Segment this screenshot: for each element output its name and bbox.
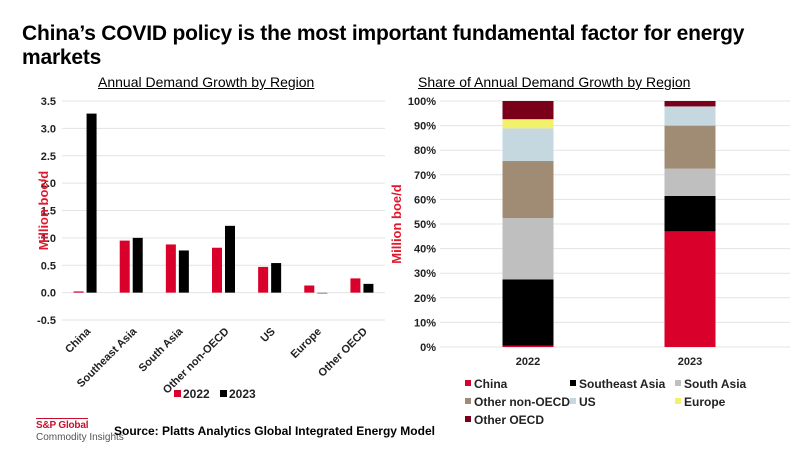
left-bar-2022 <box>212 247 222 293</box>
left-ytick-label: 3.0 <box>41 123 56 135</box>
right-chart-title: Share of Annual Demand Growth by Region <box>418 74 691 90</box>
left-bar-2022 <box>258 266 269 293</box>
right-segment-other-oecd <box>502 101 554 120</box>
right-segment-southeast-asia <box>502 279 554 346</box>
right-segment-other-non-oecd <box>664 125 716 169</box>
right-segment-us <box>502 128 554 162</box>
right-segment-south-asia <box>502 218 554 280</box>
left-ytick-label: 1.0 <box>41 233 56 245</box>
left-ytick-label: 0.0 <box>41 288 56 300</box>
right-category-label: 2022 <box>516 356 540 368</box>
left-bar-2022 <box>165 244 176 293</box>
right-segment-other-non-oecd <box>502 161 554 219</box>
legend-label-2023: 2023 <box>229 387 256 401</box>
left-category-label: US <box>258 326 277 345</box>
left-bar-2022 <box>73 291 84 293</box>
legend-swatch-2023 <box>220 390 227 397</box>
right-ytick-label: 30% <box>414 268 436 280</box>
legend-label-southeast-asia: Southeast Asia <box>579 377 666 391</box>
right-segment-europe <box>502 119 554 129</box>
legend-label-2022: 2022 <box>183 387 210 401</box>
source-note: Source: Platts Analytics Global Integrat… <box>114 424 435 438</box>
right-segment-southeast-asia <box>664 195 716 232</box>
left-category-label: China <box>63 325 94 356</box>
left-bar-2023 <box>178 250 189 293</box>
legend-label-europe: Europe <box>684 395 726 409</box>
left-bar-2022 <box>304 285 315 293</box>
legend-label-us: US <box>579 395 596 409</box>
right-ytick-label: 100% <box>408 96 436 108</box>
legend-label-china: China <box>474 377 508 391</box>
left-bar-2023 <box>363 283 374 293</box>
right-segment-us <box>664 106 716 126</box>
left-ytick-label: 2.0 <box>41 178 56 190</box>
left-bar-2023 <box>132 237 143 293</box>
right-ytick-label: 10% <box>414 317 436 329</box>
legend-swatch-other-oecd <box>465 416 471 422</box>
legend-swatch-europe <box>675 398 681 404</box>
legend-swatch-2022 <box>174 390 181 397</box>
legend-swatch-south-asia <box>675 380 681 386</box>
right-segment-china <box>502 345 554 347</box>
right-category-label: 2023 <box>678 356 702 368</box>
legend-swatch-china <box>465 380 471 386</box>
legend-swatch-us <box>570 398 576 404</box>
page-title: China’s COVID policy is the most importa… <box>22 22 745 69</box>
left-bar-2023 <box>271 263 282 293</box>
left-category-label: Other OECD <box>316 326 370 380</box>
right-ytick-label: 0% <box>420 342 436 354</box>
right-segment-other-oecd <box>664 101 716 107</box>
legend-label-south-asia: South Asia <box>684 377 747 391</box>
legend-label-other-oecd: Other OECD <box>474 413 544 427</box>
left-ytick-label: 1.5 <box>41 206 56 218</box>
right-ytick-label: 70% <box>414 170 436 182</box>
left-bar-2023 <box>86 113 97 293</box>
logo-sp-global: S&P Global <box>36 418 89 431</box>
left-ytick-label: 0.5 <box>41 260 56 272</box>
legend-swatch-other-non-oecd <box>465 398 471 404</box>
right-ytick-label: 80% <box>414 145 436 157</box>
right-ytick-label: 20% <box>414 293 436 305</box>
logo-commodity-insights: Commodity Insights <box>36 432 124 443</box>
left-bar-2022 <box>119 240 130 293</box>
left-category-label: South Asia <box>137 325 186 374</box>
left-y-axis-label: Million boe/d <box>36 171 51 250</box>
right-segment-south-asia <box>664 168 716 196</box>
legend-swatch-southeast-asia <box>570 380 576 386</box>
left-category-label: Europe <box>289 326 324 361</box>
left-bar-2023 <box>317 292 328 294</box>
right-segment-china <box>664 231 716 347</box>
legend-label-other-non-oecd: Other non-OECD <box>474 395 570 409</box>
right-ytick-label: 40% <box>414 244 436 256</box>
left-ytick-label: 2.5 <box>41 151 56 163</box>
right-ytick-label: 90% <box>414 121 436 133</box>
right-y-axis-label: Million boe/d <box>389 184 404 263</box>
left-ytick-label: -0.5 <box>37 315 56 327</box>
left-bar-2023 <box>225 225 235 293</box>
left-chart-title: Annual Demand Growth by Region <box>98 74 315 90</box>
right-ytick-label: 60% <box>414 194 436 206</box>
left-ytick-label: 3.5 <box>41 96 56 108</box>
right-ytick-label: 50% <box>414 219 436 231</box>
left-bar-2022 <box>350 278 361 293</box>
